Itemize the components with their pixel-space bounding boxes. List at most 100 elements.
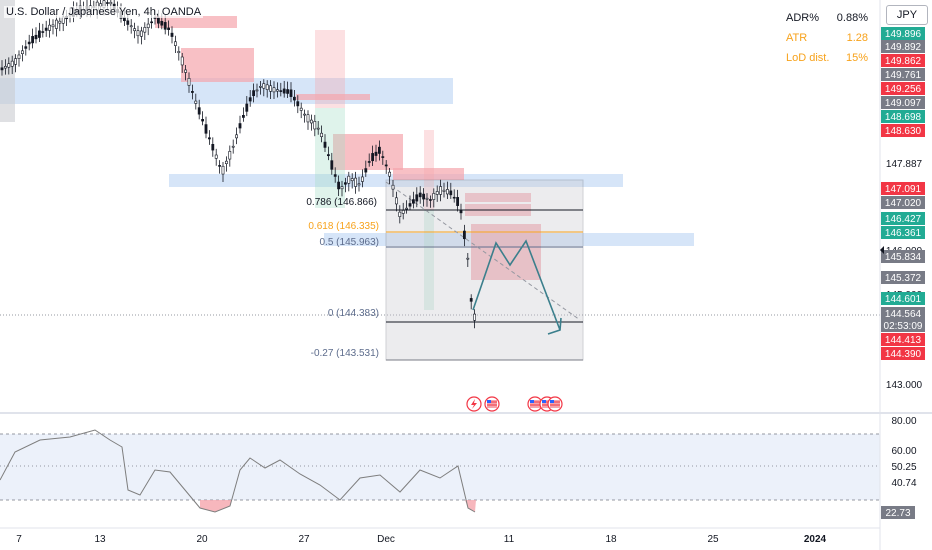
fib-label-0618: 0.618 (146.335) (308, 221, 379, 232)
price-axis-tags: 149.896 149.892 149.862 149.761 149.256 149.0… (881, 27, 925, 360)
price-tag: 144.390 (881, 347, 925, 360)
stat-value: 1.28 (846, 32, 868, 44)
time-axis-label: Dec (377, 534, 395, 545)
time-axis-label: 20 (196, 534, 208, 545)
price-tag-text: 145.834 (885, 252, 922, 263)
price-tag: 144.564 (881, 307, 925, 320)
range-box-left[interactable] (0, 0, 15, 122)
price-tag: 144.601 (881, 292, 925, 305)
price-tag: 149.896 (881, 27, 925, 40)
position-risk-2[interactable] (424, 130, 434, 210)
rsi-axis-labels[interactable]: 80.00 60.00 50.25 40.74 (891, 416, 916, 489)
supply-zone-red-5[interactable] (393, 168, 464, 180)
rsi-axis-label: 60.00 (891, 446, 916, 457)
price-tag-text: 149.097 (885, 98, 922, 109)
position-reward-2[interactable] (424, 210, 434, 310)
price-tag: 149.256 (881, 82, 925, 95)
price-tag-text: 144.564 (885, 309, 922, 320)
currency-selector[interactable]: JPY (886, 5, 928, 25)
price-tag-text: 144.601 (885, 294, 922, 305)
us-flag-icon[interactable] (484, 396, 500, 412)
stats-table: ADR% 0.88% ATR 1.28 LoD dist. 15% (786, 8, 868, 68)
price-tag: 02:53:09 (881, 319, 925, 332)
stat-value: 0.88% (836, 12, 868, 24)
us-flag-icon[interactable] (547, 396, 563, 412)
price-tag-text: 149.256 (885, 84, 922, 95)
rsi-axis-label: 50.25 (891, 462, 916, 473)
price-tag-text: 146.427 (885, 214, 922, 225)
price-tag: 145.834 (881, 250, 925, 263)
price-axis-label: 147.887 (886, 159, 923, 170)
rsi-axis-label: 80.00 (891, 416, 916, 427)
price-tag: 147.091 (881, 182, 925, 195)
supply-zone-red-4[interactable] (333, 134, 403, 170)
price-tag: 147.020 (881, 196, 925, 209)
supply-zone-red-2[interactable] (181, 48, 254, 82)
time-axis-label: 7 (16, 534, 22, 545)
stat-value: 15% (845, 52, 868, 64)
price-tag-text: 145.372 (885, 273, 922, 284)
main-pane[interactable] (0, 0, 880, 412)
time-axis-label: 25 (707, 534, 719, 545)
projection-path[interactable] (472, 239, 561, 331)
rsi-axis-label: 40.74 (891, 478, 916, 489)
price-tag: 145.372 (881, 271, 925, 284)
price-tag-text: 144.413 (885, 335, 922, 346)
price-tag-text: 149.862 (885, 56, 922, 67)
time-axis-label: 27 (298, 534, 310, 545)
supply-zone-red-1[interactable] (155, 16, 237, 28)
stat-label: ATR (786, 32, 808, 44)
price-tag-text: 149.892 (885, 42, 922, 53)
event-markers[interactable] (466, 396, 563, 412)
price-tag: 146.361 (881, 226, 925, 239)
symbol-title[interactable]: U.S. Dollar / Japanese Yen, 4h, OANDA (4, 6, 204, 18)
rsi-tag-text: 22.73 (885, 508, 910, 519)
supply-zone-red-6[interactable] (465, 193, 531, 202)
price-tag: 149.097 (881, 96, 925, 109)
demand-zone-blue-1[interactable] (0, 78, 453, 104)
short-position-risk[interactable] (315, 30, 345, 108)
projection-arrowhead (547, 317, 562, 335)
price-tag-text: 149.896 (885, 29, 922, 40)
price-tag: 146.427 (881, 212, 925, 225)
stat-row: ADR% 0.88% (786, 8, 868, 28)
price-axis-label: 143.000 (886, 380, 923, 391)
price-tag: 144.413 (881, 333, 925, 346)
rsi-band (0, 434, 880, 500)
price-tag-text: 147.091 (885, 184, 922, 195)
rsi-oversold-fill (200, 500, 476, 512)
time-axis[interactable]: 7 13 20 27 Dec 11 18 25 2024 (16, 534, 826, 545)
price-tag: 149.862 (881, 54, 925, 67)
fib-label-0: 0 (144.383) (328, 308, 379, 319)
short-position-reward[interactable] (315, 108, 345, 208)
price-tag-text: 148.630 (885, 126, 922, 137)
time-axis-label: 13 (94, 534, 106, 545)
supply-zone-red-3[interactable] (296, 94, 370, 100)
price-marker-arrow (880, 246, 884, 254)
time-axis-label: 18 (605, 534, 617, 545)
price-tag-text: 146.361 (885, 228, 922, 239)
time-axis-label: 2024 (804, 534, 827, 545)
fib-label-neg027: -0.27 (143.531) (311, 348, 379, 359)
rsi-line[interactable] (0, 429, 476, 513)
price-tag-text: 149.761 (885, 70, 922, 81)
fib-label-0786: 0.786 (146.866) (306, 197, 377, 208)
stat-row: LoD dist. 15% (786, 48, 868, 68)
price-tag: 148.630 (881, 124, 925, 137)
supply-zone-red-8[interactable] (471, 224, 541, 280)
rsi-current-tag: 22.73 (881, 506, 915, 519)
stat-label: ADR% (786, 12, 820, 24)
price-tag-text: 147.020 (885, 198, 922, 209)
price-tag-text: 144.390 (885, 349, 922, 360)
price-tag: 148.698 (881, 110, 925, 123)
price-tag-text: 148.698 (885, 112, 922, 123)
price-tag: 149.761 (881, 68, 925, 81)
stat-label: LoD dist. (786, 52, 830, 64)
stat-row: ATR 1.28 (786, 28, 868, 48)
demand-zone-blue-2[interactable] (169, 174, 623, 187)
fib-label-05: 0.5 (145.963) (320, 237, 380, 248)
lightning-glyph (471, 399, 477, 409)
price-tag-text: 02:53:09 (884, 321, 923, 332)
price-tag: 149.892 (881, 40, 925, 53)
